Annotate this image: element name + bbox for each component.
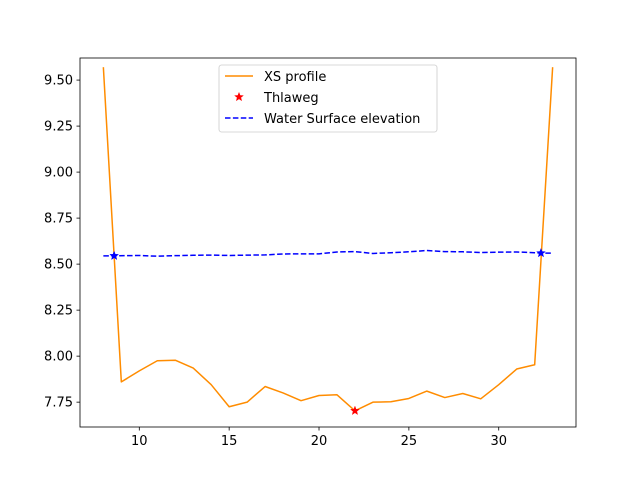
y-tick-label: 9.00 <box>44 166 73 181</box>
y-tick-label: 8.75 <box>44 212 73 227</box>
chart-legend: XS profile Thlaweg Water Surface elevation <box>218 64 438 133</box>
legend-box <box>218 64 438 133</box>
y-tick-label: 9.50 <box>44 74 73 89</box>
y-tick-label: 7.75 <box>44 396 73 411</box>
legend-label: Water Surface elevation <box>264 112 420 127</box>
axes-frame <box>79 57 577 428</box>
legend-thalweg-swatch <box>234 91 244 102</box>
x-tick-label: 30 <box>490 434 507 449</box>
x-tick-label: 25 <box>401 434 418 449</box>
axes-layer: 10 15 20 25 30 7.75 8.00 8.25 8.50 8.75 9.00 9.25 9.… <box>44 57 577 449</box>
water-surface-marker <box>109 250 120 261</box>
series-layer <box>102 67 554 416</box>
y-tick-label: 8.00 <box>44 350 73 365</box>
water-surface-marker <box>536 247 546 258</box>
legend-label: XS profile <box>264 70 326 85</box>
y-tick-label: 8.50 <box>44 258 73 273</box>
legend-label: Thlaweg <box>263 91 319 106</box>
xs-profile-line <box>102 67 554 412</box>
y-tick-label: 8.25 <box>44 304 73 319</box>
x-tick-label: 10 <box>131 434 148 449</box>
x-tick-label: 20 <box>311 434 328 449</box>
x-tick-label: 15 <box>221 434 238 449</box>
y-tick-label: 9.25 <box>44 120 73 135</box>
thalweg-marker <box>350 405 360 416</box>
water-surface-line <box>103 249 553 257</box>
